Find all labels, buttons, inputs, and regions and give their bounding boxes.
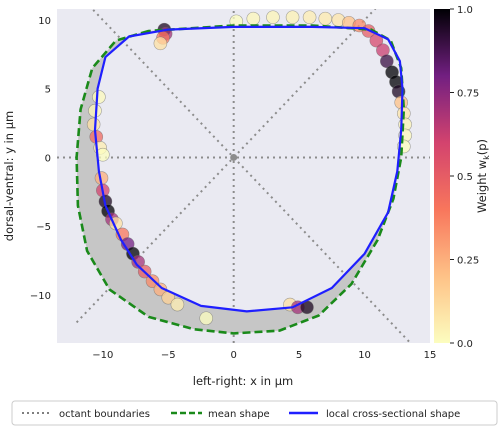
weight-point-s5-p2 [86,117,101,132]
x-tick-label-4: 10 [358,350,371,361]
x-tick-label-5: 15 [424,350,437,361]
colorbar-label: Weight wk(p) [475,139,491,213]
weight-point-s2-p0 [380,54,394,69]
x-tick-label-3: 5 [296,350,302,361]
legend-mean-label: mean shape [208,409,270,420]
weight-point-s0-p2 [266,10,280,25]
colorbar-tick-label-4: 0.0 [457,339,473,350]
legend-octant-label: octant boundaries [59,409,150,420]
local-shape-layer [93,25,404,313]
colorbar-tick-label-1: 0.75 [457,89,479,100]
y-ticks: 10 5 0 −5 −10 [30,16,51,302]
colorbar-gradient [434,9,450,343]
y-tick-label-4: −10 [30,291,51,302]
colorbar-label-tail: (p) [475,139,489,155]
colorbar-tick-label-0: 1.0 [457,5,473,16]
weight-point-s7-p8 [170,297,185,312]
x-ticks: −10 −5 0 5 10 15 [92,350,436,361]
weight-point-s0-p4 [302,10,317,25]
y-tick-label-3: −5 [36,222,51,233]
colorbar-tick-label-3: 0.25 [457,256,479,267]
weight-point-s0-p1 [246,11,261,26]
weight-point-s0-p3 [285,10,300,25]
colorbar: 1.0 0.75 0.5 0.25 0.0 Weight wk(p) [434,5,491,350]
x-axis-label: left-right: x in μm [193,374,293,388]
legend: octant boundaries mean shape local cross… [11,400,498,426]
colorbar-label-main: Weight w [475,160,489,213]
legend-frame [11,400,498,426]
center-marker [230,153,238,161]
x-tick-label-2: 0 [230,350,236,361]
weight-point-s9-p0 [199,311,213,326]
y-tick-label-1: 5 [45,85,51,96]
y-axis-label: dorsal-ventral: y in μm [2,111,16,241]
colorbar-label-subscript: k [482,155,491,160]
colorbar-tick-label-2: 0.5 [457,172,473,183]
legend-local-label: local cross-sectional shape [326,409,460,420]
local-shape-line [93,25,404,313]
center-marker-layer [230,153,238,161]
colorbar-ticks: 1.0 0.75 0.5 0.25 0.0 [450,5,479,350]
weight-point-s7-p3 [131,255,145,269]
weight-point-s5-p0 [92,90,106,104]
y-tick-label-0: 10 [38,16,51,27]
weight-point-s0-p5 [318,11,333,26]
weight-point-s4-p3 [153,36,168,51]
y-tick-label-2: 0 [45,153,51,164]
octant-boundary-line-1 [90,9,412,343]
x-tick-label-1: −5 [161,350,176,361]
x-tick-label-0: −10 [92,350,113,361]
